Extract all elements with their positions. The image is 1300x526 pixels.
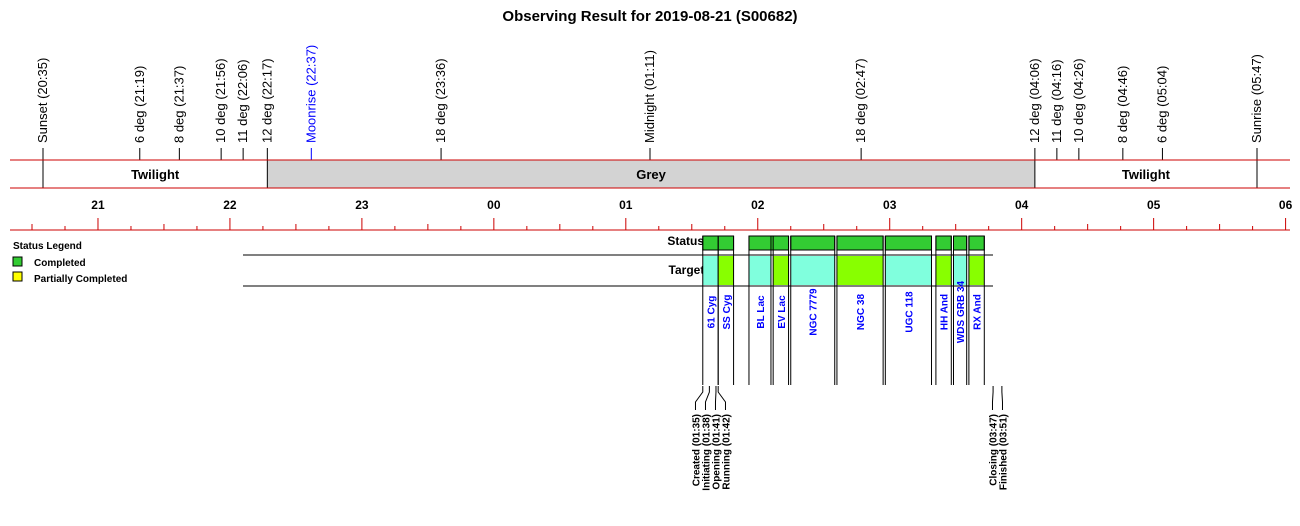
milestone-label-finished-03-51: Finished (03:51) xyxy=(998,414,1009,490)
target-segment-wds-grb-34 xyxy=(953,256,967,285)
chart-title: Observing Result for 2019-08-21 (S00682) xyxy=(502,8,797,25)
target-segment-hh-and xyxy=(935,256,952,285)
axis-hour-label: 04 xyxy=(1015,198,1029,212)
axis-hour-label: 03 xyxy=(883,198,897,212)
band-label-grey: Grey xyxy=(636,167,666,182)
event-label-sunset-20-35: Sunset (20:35) xyxy=(35,58,50,143)
event-label-10-deg-04-26: 10 deg (04:26) xyxy=(1071,58,1086,143)
event-label-6-deg-05-04: 6 deg (05:04) xyxy=(1154,66,1169,143)
target-segment-ngc-38 xyxy=(836,256,884,285)
status-segment xyxy=(748,235,790,251)
event-label-6-deg-21-19: 6 deg (21:19) xyxy=(132,66,147,143)
event-label-12-deg-22-17: 12 deg (22:17) xyxy=(259,58,274,143)
milestone-label-created-01-35: Created (01:35) xyxy=(691,414,702,486)
status-segment xyxy=(836,235,884,251)
target-segment-ev-lac xyxy=(773,256,789,285)
observation-rows: Status Targets xyxy=(243,234,993,287)
status-segments xyxy=(702,235,985,251)
time-axis: 21 22 23 00 01 02 03 04 05 06 xyxy=(10,198,1293,231)
event-label-11-deg-22-06: 11 deg (22:06) xyxy=(235,59,250,143)
axis-hour-label: 06 xyxy=(1279,198,1293,212)
event-label-18-deg-23-36: 18 deg (23:36) xyxy=(433,58,448,143)
target-segment-bl-lac xyxy=(748,256,771,285)
milestones: Created (01:35) Initiating (01:38) Opening… xyxy=(691,386,1009,491)
milestone-label-opening-01-41: Opening (01:41) xyxy=(711,414,722,490)
target-name-ev-lac: EV Lac xyxy=(777,295,788,329)
status-segment xyxy=(790,235,836,251)
legend-title: Status Legend xyxy=(13,241,82,252)
milestone-connector xyxy=(704,386,710,410)
target-segment-rx-and xyxy=(968,256,985,285)
target-name-bl-lac: BL Lac xyxy=(756,295,767,329)
status-legend: Status Legend Completed Partially Comple… xyxy=(12,241,127,285)
target-name-hh-and: HH And xyxy=(940,294,951,330)
axis-hour-label: 00 xyxy=(487,198,501,212)
axis-hour-label: 23 xyxy=(355,198,369,212)
milestone-label-running-01-42: Running (01:42) xyxy=(721,414,732,490)
milestone-connector xyxy=(1001,386,1003,410)
status-segment xyxy=(884,235,933,251)
milestone-connector xyxy=(694,386,704,410)
event-label-sunrise-05-47: Sunrise (05:47) xyxy=(1249,54,1264,143)
target-segment-61-cyg xyxy=(702,256,719,285)
target-name-rx-and: RX And xyxy=(973,294,984,330)
milestone-label-closing-03-47: Closing (03:47) xyxy=(988,414,999,486)
target-name-wds-grb-34: WDS GRB 34 xyxy=(956,280,967,343)
event-label-10-deg-21-56: 10 deg (21:56) xyxy=(213,58,228,143)
milestone-connector xyxy=(991,386,994,410)
axis-hour-label: 02 xyxy=(751,198,765,212)
legend-partially-completed-label: Partially Completed xyxy=(34,274,127,285)
band-label-twilight: Twilight xyxy=(1122,167,1171,182)
status-segment xyxy=(953,235,968,251)
status-row-label: Status xyxy=(667,234,704,248)
targets-row-label: Targets xyxy=(669,263,712,277)
target-name-ngc-38: NGC 38 xyxy=(856,294,867,331)
event-label-8-deg-21-37: 8 deg (21:37) xyxy=(171,66,186,143)
legend-completed-label: Completed xyxy=(34,258,86,269)
target-name-ngc-7779: NGC 7779 xyxy=(809,288,820,336)
legend-partially-completed-swatch xyxy=(12,271,23,282)
axis-hour-label: 21 xyxy=(91,198,105,212)
band-segment-grey xyxy=(267,160,1035,188)
event-label-12-deg-04-06: 12 deg (04:06) xyxy=(1027,58,1042,143)
legend-completed-swatch xyxy=(12,256,23,267)
event-markers: Sunset (20:35) 6 deg (21:19) 8 deg (21:37)… xyxy=(35,45,1264,160)
event-label-11-deg-04-16: 11 deg (04:16) xyxy=(1049,59,1064,143)
event-label-midnight-01-11: Midnight (01:11) xyxy=(642,50,657,143)
milestone-connector xyxy=(717,386,726,410)
target-segment-ngc-7779 xyxy=(790,256,835,285)
target-name-ugc-118: UGC 118 xyxy=(904,291,915,333)
milestone-label-initiating-01-38: Initiating (01:38) xyxy=(701,414,712,491)
band-label-twilight: Twilight xyxy=(131,167,180,182)
target-name-ss-cyg: SS Cyg xyxy=(722,294,733,329)
axis-hour-label: 01 xyxy=(619,198,633,212)
event-label-8-deg-04-46: 8 deg (04:46) xyxy=(1115,66,1130,143)
target-segment-ugc-118 xyxy=(885,256,932,285)
event-label-18-deg-02-47: 18 deg (02:47) xyxy=(853,58,868,143)
axis-hour-label: 05 xyxy=(1147,198,1161,212)
status-segment xyxy=(935,235,952,251)
sky-condition-band: Twilight Grey Twilight xyxy=(10,159,1290,189)
status-segment xyxy=(968,235,985,251)
target-segments: 61 Cyg SS Cyg BL Lac EV Lac NGC 7779 NGC 38 UG… xyxy=(702,236,985,385)
target-name-61-cyg: 61 Cyg xyxy=(706,296,717,329)
axis-hour-label: 22 xyxy=(223,198,237,212)
target-segment-ss-cyg xyxy=(718,256,734,285)
event-label-moonrise-22-37: Moonrise (22:37) xyxy=(303,45,318,143)
